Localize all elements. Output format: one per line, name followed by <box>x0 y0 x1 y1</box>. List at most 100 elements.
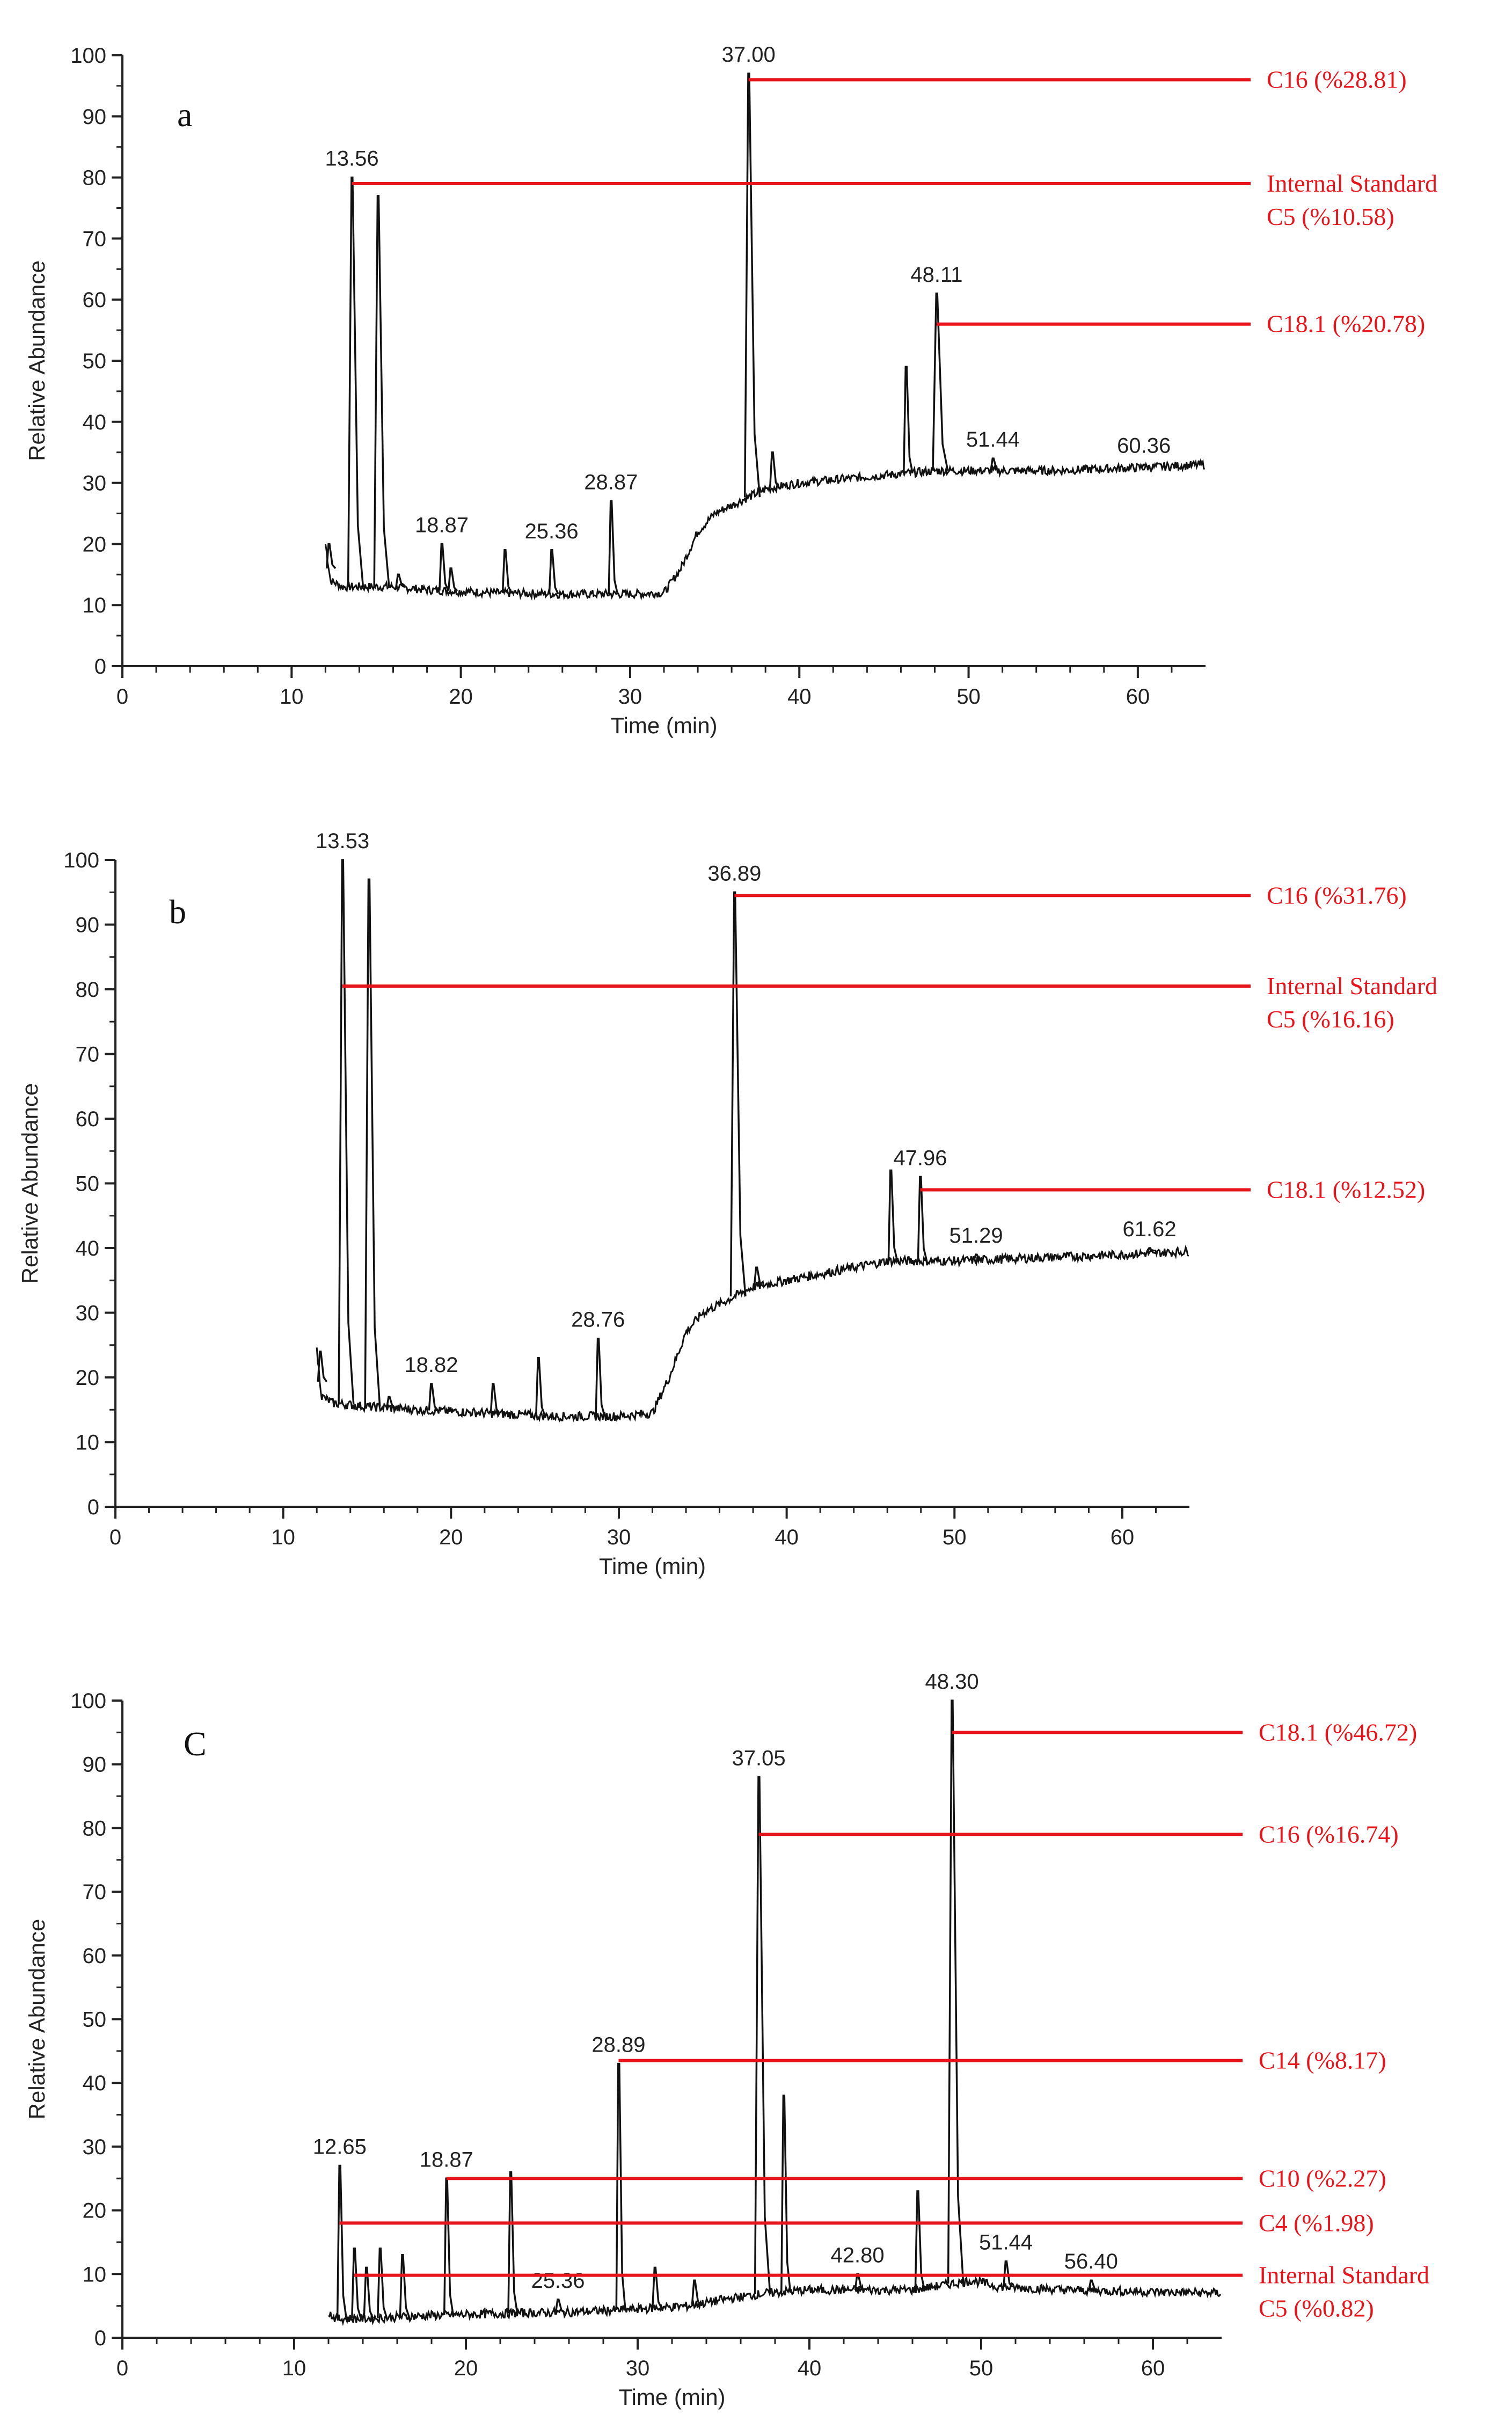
peak-label: 42.80 <box>831 2243 885 2267</box>
peak-mark <box>990 457 1000 472</box>
peak-mark <box>336 2164 348 2319</box>
peak-mark <box>780 2095 792 2292</box>
annotation-label: C10 (%2.27) <box>1259 2164 1386 2192</box>
peak-mark <box>1146 1247 1157 1254</box>
peak-mark <box>887 1169 899 1261</box>
y-tick-label: 90 <box>76 914 100 937</box>
y-tick-label: 60 <box>83 1944 107 1968</box>
peak-mark <box>973 1253 983 1261</box>
peak-label: 56.40 <box>1064 2250 1118 2273</box>
peak-mark <box>1087 2279 1099 2292</box>
y-tick-label: 90 <box>83 1753 107 1777</box>
peak-mark <box>338 859 355 1404</box>
peak-mark <box>652 2266 663 2309</box>
y-tick-label: 20 <box>83 2199 107 2223</box>
y-tick-label: 0 <box>94 655 106 679</box>
y-tick-label: 50 <box>83 349 107 373</box>
y-tick-label: 80 <box>83 1817 107 1840</box>
peak-mark <box>1003 2260 1013 2288</box>
peak-mark <box>691 2279 702 2306</box>
x-tick-label: 30 <box>607 1526 631 1549</box>
y-axis-label: Relative Abundance <box>24 260 49 461</box>
peak-mark <box>325 543 337 570</box>
chromatogram-trace <box>324 458 1205 601</box>
peak-mark <box>363 2266 374 2319</box>
chromatogram-trace <box>316 1244 1189 1423</box>
peak-label: 60.36 <box>1117 434 1171 457</box>
peak-mark <box>743 72 761 498</box>
y-tick-label: 10 <box>83 594 107 617</box>
annotation-label: C14 (%8.17) <box>1259 2047 1386 2074</box>
peak-mark <box>351 2248 362 2319</box>
peak-label: 51.29 <box>949 1224 1003 1248</box>
y-tick-label: 40 <box>83 2071 107 2095</box>
peak-mark <box>903 366 914 474</box>
peak-label: 28.87 <box>584 471 638 494</box>
peak-mark <box>608 500 619 595</box>
peak-mark <box>754 1776 771 2295</box>
x-tick-label: 20 <box>454 2357 478 2380</box>
y-tick-label: 60 <box>76 1107 100 1131</box>
y-tick-label: 90 <box>83 105 107 129</box>
peak-mark <box>347 176 364 587</box>
peak-mark <box>385 1396 396 1409</box>
peak-label: 51.44 <box>979 2231 1033 2255</box>
y-tick-label: 40 <box>83 411 107 434</box>
peak-label: 18.87 <box>415 513 469 537</box>
y-tick-label: 10 <box>76 1431 100 1455</box>
peak-label: 51.44 <box>966 428 1020 451</box>
x-axis-label: Time (min) <box>610 713 717 738</box>
annotation-label: C5 (%10.58) <box>1267 203 1394 230</box>
y-tick-label: 30 <box>83 472 107 495</box>
y-tick-label: 50 <box>76 1172 100 1196</box>
x-tick-label: 30 <box>618 685 642 709</box>
peak-mark <box>317 1351 328 1382</box>
peak-label: 37.05 <box>732 1746 786 1770</box>
peak-mark <box>501 549 513 594</box>
peak-mark <box>917 1176 928 1261</box>
x-tick-label: 60 <box>1141 2357 1165 2380</box>
annotation-label: Internal Standard <box>1267 170 1437 197</box>
peak-mark <box>535 1357 546 1416</box>
annotation-label: C4 (%1.98) <box>1259 2209 1374 2236</box>
y-tick-label: 100 <box>63 849 99 872</box>
peak-mark <box>753 1266 764 1287</box>
annotation-label: C5 (%0.82) <box>1259 2295 1374 2322</box>
chart-panels: 0 10 20 30 40 50 60 70 80 90 100 0 10 20 30 40 50 60 Time … <box>17 43 1437 2410</box>
annotation-label: C16 (%31.76) <box>1267 881 1407 909</box>
chart-panel-C: 0 10 20 30 40 50 60 70 80 90 100 0 10 20 30 40 50 60 Time … <box>24 1670 1429 2410</box>
peak-label: 25.36 <box>531 2269 585 2293</box>
peak-label: 13.53 <box>316 829 369 853</box>
peak-label: 37.00 <box>722 43 776 67</box>
x-tick-label: 40 <box>798 2357 822 2380</box>
x-tick-label: 30 <box>626 2357 650 2380</box>
y-tick-label: 0 <box>87 1496 99 1519</box>
y-tick-label: 80 <box>83 166 107 190</box>
x-tick-label: 40 <box>775 1526 799 1549</box>
peak-label: 12.65 <box>313 2135 367 2159</box>
x-axis-label: Time (min) <box>599 1553 706 1579</box>
y-tick-label: 30 <box>76 1302 100 1325</box>
annotation-label: Internal Standard <box>1267 972 1437 1000</box>
x-tick-label: 40 <box>787 685 812 709</box>
x-tick-label: 0 <box>116 2357 128 2380</box>
y-tick-label: 20 <box>76 1366 100 1390</box>
annotation-label: C18.1 (%12.52) <box>1267 1176 1425 1203</box>
peak-mark <box>395 573 406 588</box>
x-tick-label: 50 <box>943 1526 967 1549</box>
peak-mark <box>548 549 559 595</box>
peak-mark <box>377 2248 388 2318</box>
x-axis-label: Time (min) <box>618 2384 725 2410</box>
y-axis-label: Relative Abundance <box>17 1083 42 1284</box>
y-axis-label: Relative Abundance <box>24 1919 49 2120</box>
annotation-label: Internal Standard <box>1259 2262 1429 2289</box>
x-tick-label: 50 <box>956 685 981 709</box>
y-tick-label: 70 <box>83 227 107 251</box>
peak-label: 61.62 <box>1123 1217 1177 1241</box>
chromatogram-trace <box>328 2275 1222 2326</box>
x-tick-label: 0 <box>109 1526 121 1549</box>
peak-mark <box>1141 463 1151 469</box>
x-tick-label: 0 <box>116 685 128 709</box>
y-tick-label: 80 <box>76 978 100 1002</box>
